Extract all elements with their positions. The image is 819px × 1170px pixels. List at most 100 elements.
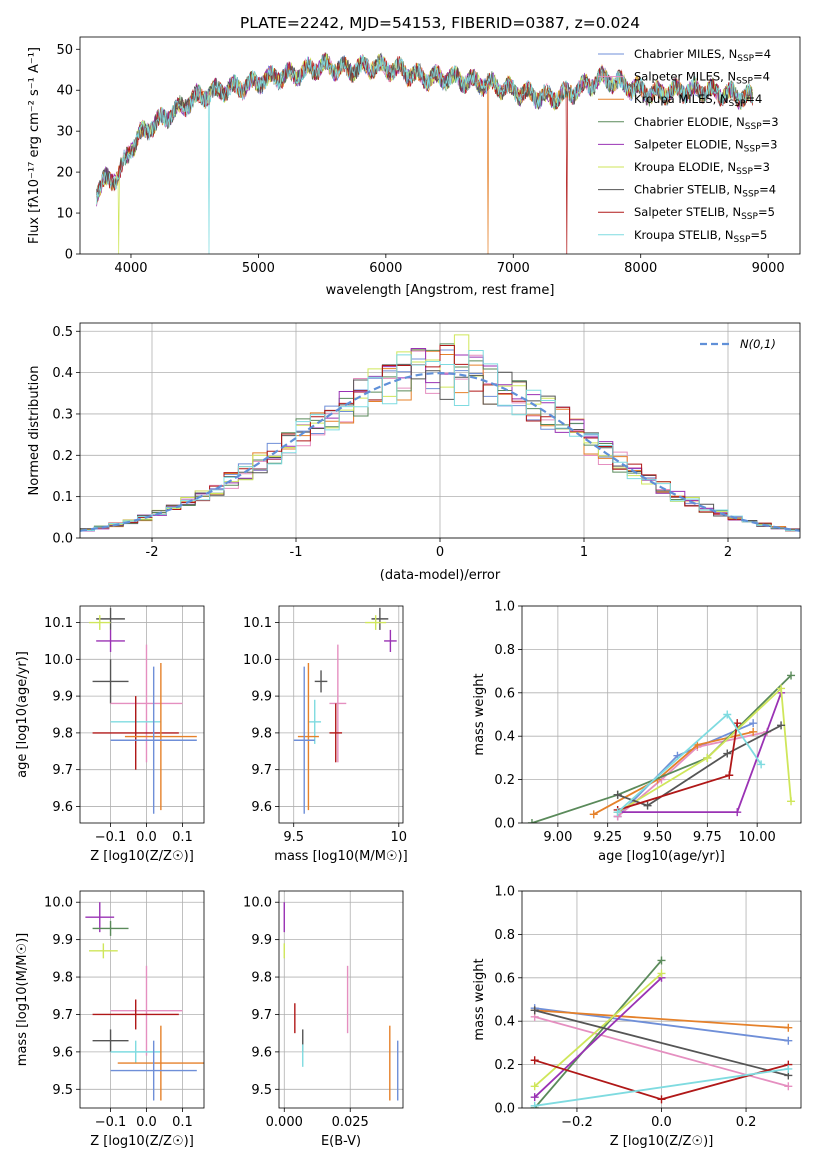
x-tick-label: 5000 bbox=[242, 261, 275, 276]
weight-line bbox=[534, 977, 663, 1098]
y-tick-label: 50 bbox=[56, 43, 73, 58]
x-tick-label: 8000 bbox=[624, 261, 657, 276]
x-axis-label: Z [log10(Z/Z☉)] bbox=[90, 849, 194, 864]
x-tick-label: -1 bbox=[290, 545, 303, 560]
x-axis-label: (data-model)/error bbox=[380, 568, 501, 583]
errorbar-point bbox=[110, 666, 197, 814]
axes-weight-vs-Z: −0.2 0.0 0.2 0.0 0.2 0.4 0.6 0.8 1.0 Z [log10(Z/Z… bbox=[472, 885, 802, 1149]
x-tick-label: 0 bbox=[436, 545, 444, 560]
plot-area bbox=[85, 902, 204, 1101]
y-tick-label: 9.6 bbox=[251, 800, 272, 815]
y-tick-label: 0.4 bbox=[494, 730, 515, 745]
x-tick-label: 2 bbox=[724, 545, 732, 560]
y-tick-label: 0.6 bbox=[494, 971, 515, 986]
x-axis-label: age [log10(age/yr)] bbox=[598, 849, 725, 864]
y-tick-label: 9.6 bbox=[52, 1045, 73, 1060]
y-tick-label: 9.9 bbox=[52, 690, 73, 705]
errorbar-point bbox=[117, 1025, 204, 1101]
x-tick-label: 0.1 bbox=[172, 1115, 193, 1130]
x-tick-label: 9.25 bbox=[593, 830, 622, 845]
errorbar-point bbox=[384, 629, 397, 652]
y-tick-label: 40 bbox=[56, 84, 73, 99]
errorbar-point bbox=[88, 943, 118, 959]
errorbar-point bbox=[308, 699, 322, 744]
y-tick-label: 9.7 bbox=[251, 763, 272, 778]
y-tick-label: 0.8 bbox=[494, 643, 515, 658]
gaussian-curve bbox=[80, 371, 800, 532]
legend-label: Kroupa MILES, NSSP=4 bbox=[634, 92, 762, 109]
y-tick-label: 10 bbox=[56, 207, 73, 222]
errorbar-point bbox=[92, 999, 179, 1030]
y-tick-label: 0.1 bbox=[52, 490, 73, 505]
y-tick-label: 10.0 bbox=[243, 653, 272, 668]
x-tick-label: 0.025 bbox=[332, 1115, 369, 1130]
y-tick-label: 0.4 bbox=[52, 366, 73, 381]
axes-residuals: -2 -1 0 1 2 0.0 0.1 0.2 0.3 0.4 0.5 (data-model)/er… bbox=[27, 322, 801, 583]
errorbar-point bbox=[85, 902, 115, 933]
y-tick-label: 9.7 bbox=[52, 1008, 73, 1023]
legend-label: Chabrier MILES, NSSP=4 bbox=[634, 47, 771, 64]
weight-marker bbox=[733, 719, 742, 728]
weight-line bbox=[617, 724, 782, 807]
x-axis-label: wavelength [Angstrom, rest frame] bbox=[326, 283, 555, 298]
weight-marker bbox=[749, 719, 758, 728]
errorbar-point bbox=[92, 659, 129, 704]
weight-marker bbox=[530, 1093, 539, 1102]
gridlines bbox=[80, 891, 204, 1108]
errorbar-point bbox=[293, 666, 315, 814]
axes-frame bbox=[278, 605, 404, 824]
x-axis-label: E(B-V) bbox=[321, 1134, 361, 1149]
gridlines bbox=[80, 606, 204, 823]
weight-marker bbox=[657, 1095, 666, 1104]
gridlines bbox=[522, 890, 801, 1109]
y-tick-label: 0.3 bbox=[52, 407, 73, 422]
weight-marker bbox=[530, 1056, 539, 1065]
y-tick-label: 0.2 bbox=[494, 773, 515, 788]
weight-marker bbox=[784, 1064, 793, 1073]
x-tick-label: 6000 bbox=[369, 261, 402, 276]
legend-label: Chabrier ELODIE, NSSP=3 bbox=[634, 115, 779, 132]
plot-area bbox=[96, 52, 753, 254]
y-tick-label: 9.7 bbox=[251, 1008, 272, 1023]
weight-marker bbox=[777, 684, 786, 693]
y-tick-label: 9.6 bbox=[251, 1045, 272, 1060]
x-axis-label: mass [log10(M/M☉)] bbox=[274, 849, 407, 864]
weight-line bbox=[534, 972, 663, 1087]
axes-frame bbox=[79, 605, 205, 824]
x-tick-label: 0.0 bbox=[651, 1115, 672, 1130]
y-tick-label: 9.8 bbox=[251, 726, 272, 741]
errorbar-point bbox=[92, 920, 129, 936]
legend-label: Chabrier STELIB, NSSP=4 bbox=[634, 183, 776, 200]
weight-marker bbox=[723, 749, 732, 758]
y-tick-label: 10.1 bbox=[243, 616, 272, 631]
gridlines bbox=[279, 891, 403, 1108]
y-tick-label: 0.0 bbox=[52, 532, 73, 547]
x-tick-label: 0.0 bbox=[136, 830, 157, 845]
weight-line bbox=[617, 686, 792, 813]
x-tick-label: 9000 bbox=[752, 261, 785, 276]
weight-line bbox=[534, 1009, 789, 1029]
y-tick-label: 9.6 bbox=[52, 800, 73, 815]
weight-line bbox=[534, 1009, 789, 1077]
weight-line bbox=[531, 674, 792, 823]
y-tick-label: 10.0 bbox=[44, 653, 73, 668]
y-tick-label: 0 bbox=[65, 248, 73, 263]
y-tick-label: 10.0 bbox=[44, 896, 73, 911]
plot-area bbox=[527, 671, 796, 823]
axes-mass-vs-Z: −0.1 0.0 0.1 9.5 9.6 9.7 9.8 9.9 10.0 Z [log10(Z/… bbox=[15, 890, 205, 1149]
x-tick-label: 9.50 bbox=[643, 830, 672, 845]
axes-weight-vs-age: 9.00 9.25 9.50 9.75 10.00 0.0 0.2 0.4 0.6 0.8 1.0 a… bbox=[472, 600, 802, 864]
x-axis-label: Z [log10(Z/Z☉)] bbox=[610, 1134, 714, 1149]
x-tick-label: 10 bbox=[391, 830, 408, 845]
errorbar-point bbox=[96, 629, 125, 652]
errorbar-point bbox=[124, 663, 197, 811]
x-tick-label: 9.75 bbox=[693, 830, 722, 845]
y-tick-label: 9.9 bbox=[52, 933, 73, 948]
gridlines bbox=[279, 606, 403, 823]
errorbar-point bbox=[365, 615, 387, 630]
weight-marker bbox=[784, 1082, 793, 1091]
y-tick-label: 9.8 bbox=[52, 971, 73, 986]
y-tick-label: 0.5 bbox=[52, 325, 73, 340]
y-axis-label: age [log10(age/yr)] bbox=[15, 651, 30, 778]
